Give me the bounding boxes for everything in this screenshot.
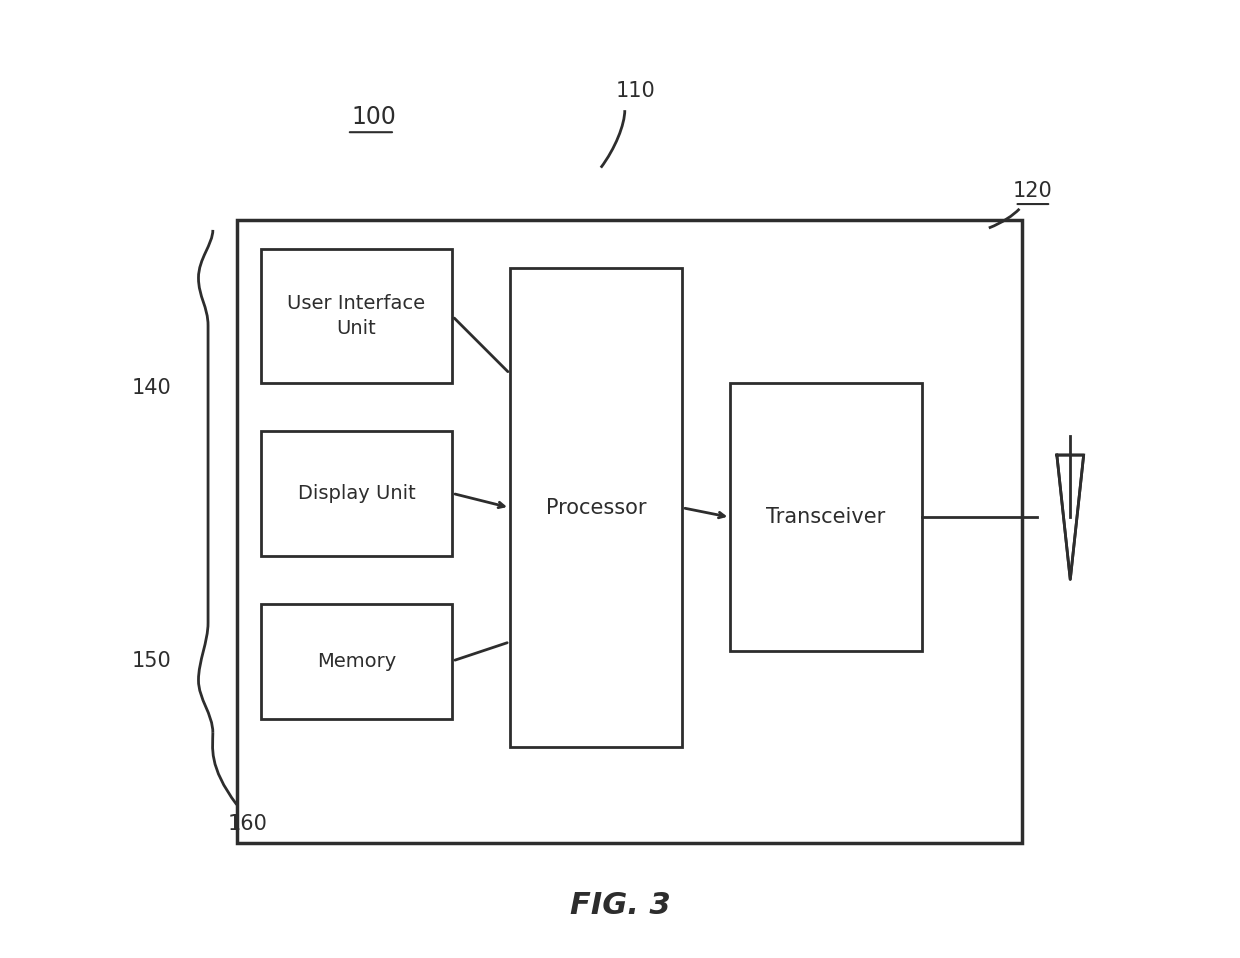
Text: User Interface
Unit: User Interface Unit	[288, 294, 425, 338]
FancyBboxPatch shape	[730, 383, 921, 651]
Polygon shape	[1056, 455, 1084, 580]
Text: 120: 120	[1013, 181, 1053, 201]
FancyBboxPatch shape	[237, 220, 1022, 843]
Text: FIG. 3: FIG. 3	[569, 891, 671, 920]
Text: Memory: Memory	[317, 651, 396, 671]
Text: Transceiver: Transceiver	[766, 508, 885, 527]
FancyBboxPatch shape	[510, 268, 682, 747]
Text: 160: 160	[227, 814, 267, 834]
Text: Display Unit: Display Unit	[298, 484, 415, 503]
FancyBboxPatch shape	[260, 249, 453, 383]
FancyBboxPatch shape	[260, 604, 453, 718]
FancyBboxPatch shape	[260, 431, 453, 556]
Text: 140: 140	[131, 378, 171, 398]
Text: 150: 150	[131, 651, 171, 671]
Text: 100: 100	[352, 105, 397, 129]
Text: 110: 110	[615, 80, 655, 101]
Text: Processor: Processor	[546, 498, 646, 517]
